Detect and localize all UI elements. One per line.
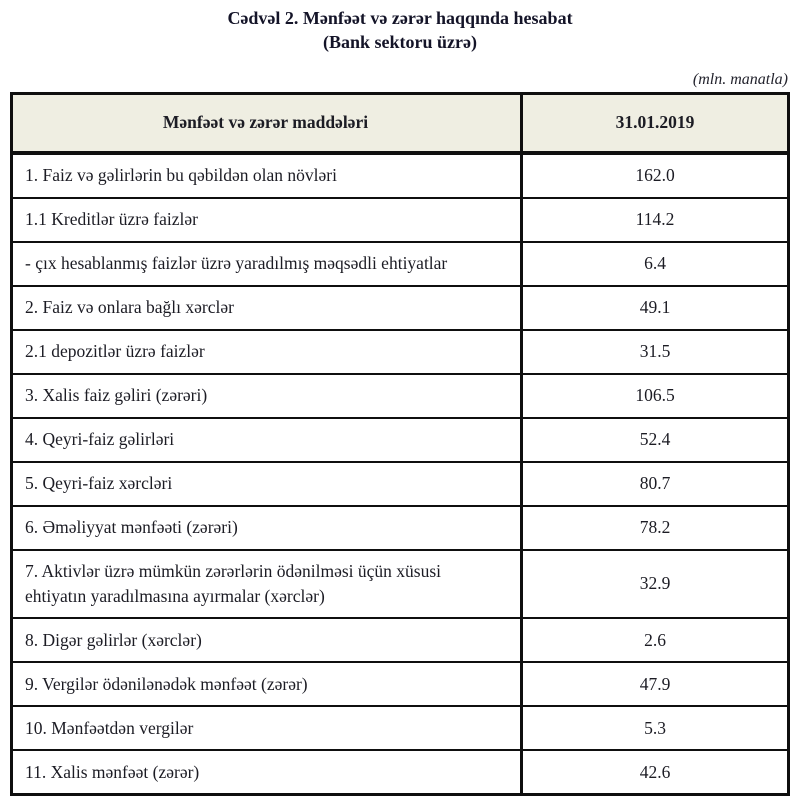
table-row: 3. Xalis faiz gəliri (zərəri) 106.5 bbox=[13, 372, 787, 417]
row-value: 52.4 bbox=[520, 418, 787, 461]
table-row: 2. Faiz və onlara bağlı xərclər 49.1 bbox=[13, 284, 787, 329]
row-value: 31.5 bbox=[520, 330, 787, 373]
row-label: 11. Xalis mənfəət (zərər) bbox=[25, 761, 200, 782]
row-value: 32.9 bbox=[520, 550, 787, 618]
row-label: 6. Əməliyyat mənfəəti (zərəri) bbox=[25, 516, 238, 537]
table-row: 10. Mənfəətdən vergilər 5.3 bbox=[13, 705, 787, 750]
row-value: 47.9 bbox=[520, 663, 787, 706]
row-value: 162.0 bbox=[520, 154, 787, 197]
table-row: 7. Aktivlər üzrə mümkün zərərlərin ödəni… bbox=[13, 548, 787, 618]
table-row: 5. Qeyri-faiz xərcləri 80.7 bbox=[13, 460, 787, 505]
table-row: 4. Qeyri-faiz gəlirləri 52.4 bbox=[13, 416, 787, 461]
row-label: 1.1 Kreditlər üzrə faizlər bbox=[25, 208, 198, 229]
row-value: 80.7 bbox=[520, 462, 787, 505]
row-label: 8. Digər gəlirlər (xərclər) bbox=[25, 629, 202, 650]
row-label: - çıx hesablanmış faizlər üzrə yaradılmı… bbox=[25, 252, 448, 273]
row-value: 78.2 bbox=[520, 506, 787, 549]
table-row: 8. Digər gəlirlər (xərclər) 2.6 bbox=[13, 617, 787, 662]
column-header-items: Mənfəət və zərər maddələri bbox=[162, 111, 369, 132]
row-value: 2.6 bbox=[520, 619, 787, 662]
row-label: 2.1 depozitlər üzrə faizlər bbox=[25, 340, 205, 361]
table-header-row: Mənfəət və zərər maddələri 31.01.2019 bbox=[13, 94, 787, 153]
row-value: 6.4 bbox=[520, 242, 787, 285]
row-value: 42.6 bbox=[520, 751, 787, 794]
row-label: 5. Qeyri-faiz xərcləri bbox=[25, 472, 173, 493]
table-row: 1.1 Kreditlər üzrə faizlər 114.2 bbox=[13, 196, 787, 241]
row-value: 106.5 bbox=[520, 374, 787, 417]
row-label: 10. Mənfəətdən vergilər bbox=[25, 717, 194, 738]
row-label: 7. Aktivlər üzrə mümkün zərərlərin ödəni… bbox=[25, 560, 442, 606]
table-row: 6. Əməliyyat mənfəəti (zərəri) 78.2 bbox=[13, 504, 787, 549]
report-title: Cədvəl 2. Mənfəət və zərər haqqında hesa… bbox=[227, 8, 573, 28]
report-page: Cədvəl 2. Mənfəət və zərər haqqında hesa… bbox=[10, 0, 790, 797]
report-subtitle: (Bank sektoru üzrə) bbox=[323, 32, 477, 53]
row-value: 114.2 bbox=[520, 198, 787, 241]
row-value: 5.3 bbox=[520, 707, 787, 750]
unit-note: (mln. manatla) bbox=[692, 70, 788, 88]
profit-loss-table: Mənfəət və zərər maddələri 31.01.2019 1.… bbox=[10, 91, 790, 797]
table-row: - çıx hesablanmış faizlər üzrə yaradılmı… bbox=[13, 240, 787, 285]
column-header-date: 31.01.2019 bbox=[520, 94, 787, 151]
row-value: 49.1 bbox=[520, 286, 787, 329]
table-row: 11. Xalis mənfəət (zərər) 42.6 bbox=[13, 749, 787, 794]
row-label: 3. Xalis faiz gəliri (zərəri) bbox=[25, 384, 208, 405]
row-label: 9. Vergilər ödənilənədək mənfəət (zərər) bbox=[25, 673, 308, 694]
table-row: 9. Vergilər ödənilənədək mənfəət (zərər)… bbox=[13, 661, 787, 706]
table-row: 2.1 depozitlər üzrə faizlər 31.5 bbox=[13, 328, 787, 373]
row-label: 4. Qeyri-faiz gəlirləri bbox=[25, 428, 175, 449]
report-title-block: Cədvəl 2. Mənfəət və zərər haqqında hesa… bbox=[10, 6, 790, 55]
row-label: 2. Faiz və onlara bağlı xərclər bbox=[25, 296, 234, 317]
table-row: 1. Faiz və gəlirlərin bu qəbildən olan n… bbox=[13, 152, 787, 197]
row-label: 1. Faiz və gəlirlərin bu qəbildən olan n… bbox=[25, 164, 337, 185]
